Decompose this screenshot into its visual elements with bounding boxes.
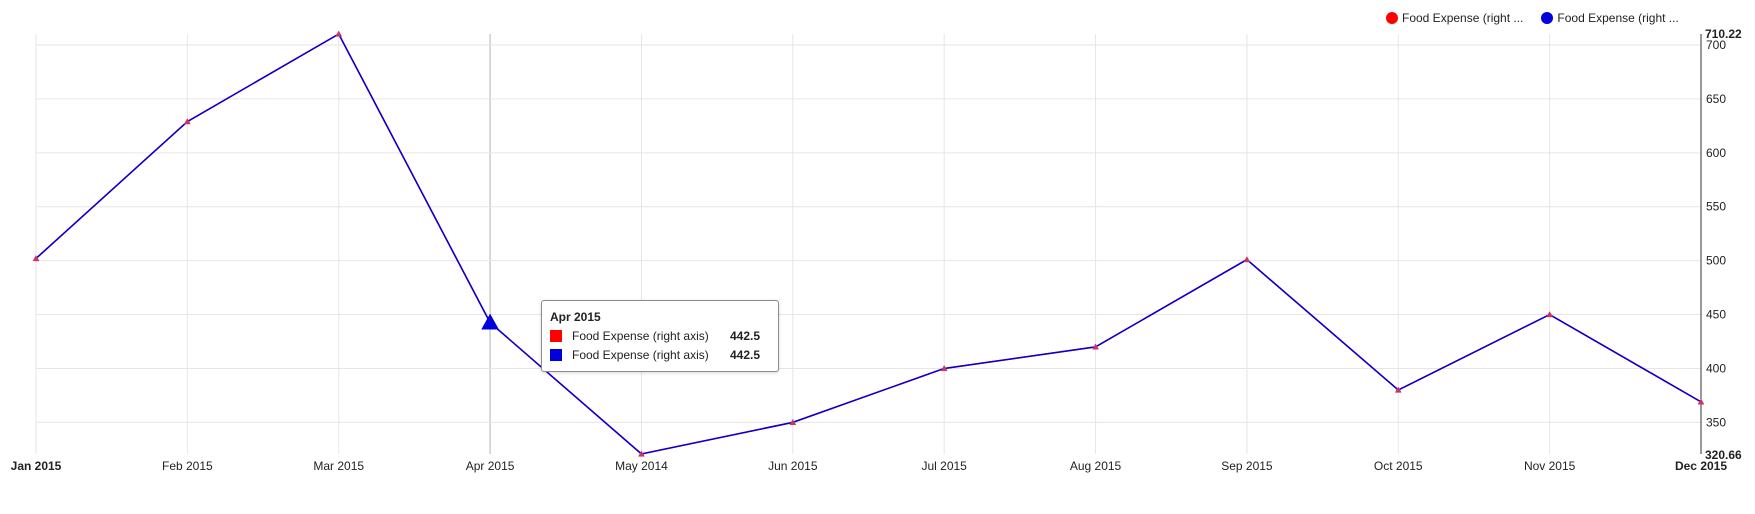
tooltip-row-value: 442.5	[730, 348, 761, 362]
data-point	[1092, 343, 1099, 350]
y-tick-label: 350	[1706, 415, 1726, 429]
y-tick-label: 400	[1706, 361, 1726, 375]
legend-dot-red-icon	[1386, 12, 1398, 24]
x-tick-label: Aug 2015	[1070, 459, 1122, 473]
legend-item-series-2[interactable]: Food Expense (right ...	[1541, 11, 1679, 25]
tooltip: Apr 2015 Food Expense (right axis) 442.5…	[541, 300, 779, 372]
series-line-1	[35, 32, 1702, 455]
tooltip-row: Food Expense (right axis) 442.5	[550, 329, 760, 343]
y-tick-label: 450	[1706, 308, 1726, 322]
data-point	[183, 118, 191, 125]
y-tick-label: 500	[1706, 254, 1726, 268]
x-tick-label: Jan 2015	[11, 459, 62, 473]
data-point	[1697, 398, 1705, 405]
x-tick-label: Nov 2015	[1524, 459, 1576, 473]
data-point	[1243, 256, 1251, 263]
x-tick-label: Jul 2015	[921, 459, 967, 473]
data-point	[940, 364, 948, 372]
marker-layer	[32, 30, 1705, 457]
x-tick-label: Feb 2015	[162, 459, 213, 473]
data-point	[789, 418, 797, 426]
x-tick-label: Jun 2015	[768, 459, 818, 473]
y-tick-label: 650	[1706, 92, 1726, 106]
tooltip-title: Apr 2015	[550, 310, 601, 324]
series-layer	[35, 32, 1702, 455]
data-point	[1546, 311, 1554, 318]
x-tick-label: Dec 2015	[1675, 459, 1727, 473]
x-tick-label: Mar 2015	[313, 459, 364, 473]
x-tick-label: May 2014	[615, 459, 668, 473]
tooltip-row: Food Expense (right axis) 442.5	[550, 348, 760, 362]
red-square-icon	[550, 330, 562, 342]
y-max-label: 710.22	[1705, 27, 1742, 41]
grid-layer	[35, 34, 1702, 454]
data-point	[32, 254, 40, 262]
blue-square-icon	[550, 349, 562, 361]
y-tick-label: 550	[1706, 200, 1726, 214]
tooltip-row-label: Food Expense (right axis)	[572, 348, 709, 362]
tooltip-row-value: 442.5	[730, 329, 761, 343]
tooltip-row-label: Food Expense (right axis)	[572, 329, 709, 343]
x-tick-label: Apr 2015	[466, 459, 515, 473]
x-tick-label: Sep 2015	[1221, 459, 1273, 473]
y-tick-label: 600	[1706, 146, 1726, 160]
legend: Food Expense (right ... Food Expense (ri…	[1386, 11, 1679, 25]
x-tick-label: Oct 2015	[1374, 459, 1423, 473]
data-point	[335, 30, 343, 37]
y-tick-label: 700	[1706, 38, 1726, 52]
series-line-2	[35, 32, 1702, 455]
legend-label: Food Expense (right ...	[1402, 11, 1524, 25]
highlighted-point	[481, 313, 499, 330]
legend-item-series-1[interactable]: Food Expense (right ...	[1386, 11, 1523, 25]
data-point	[638, 450, 645, 457]
data-point	[1394, 386, 1402, 393]
y-min-label: 320.66	[1705, 448, 1742, 462]
legend-label: Food Expense (right ...	[1557, 11, 1679, 25]
legend-dot-blue-icon	[1541, 12, 1554, 24]
